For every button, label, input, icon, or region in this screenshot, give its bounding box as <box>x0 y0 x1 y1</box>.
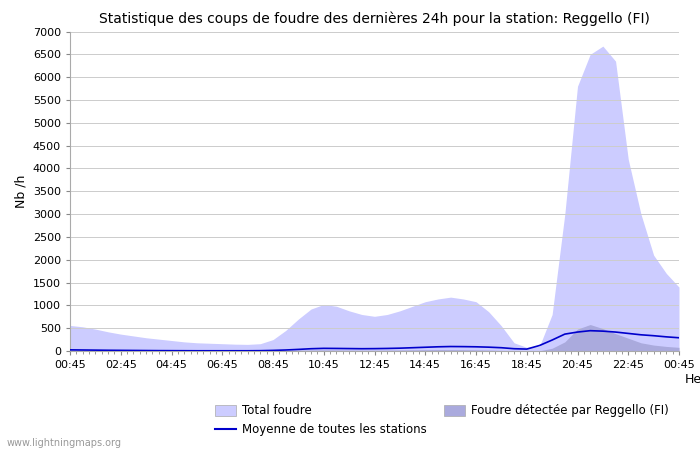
Text: Heure: Heure <box>685 374 700 387</box>
Legend: Total foudre, Moyenne de toutes les stations, Foudre détectée par Reggello (FI): Total foudre, Moyenne de toutes les stat… <box>210 400 674 441</box>
Y-axis label: Nb /h: Nb /h <box>14 175 27 208</box>
Title: Statistique des coups de foudre des dernières 24h pour la station: Reggello (FI): Statistique des coups de foudre des dern… <box>99 12 650 26</box>
Text: www.lightningmaps.org: www.lightningmaps.org <box>7 438 122 448</box>
